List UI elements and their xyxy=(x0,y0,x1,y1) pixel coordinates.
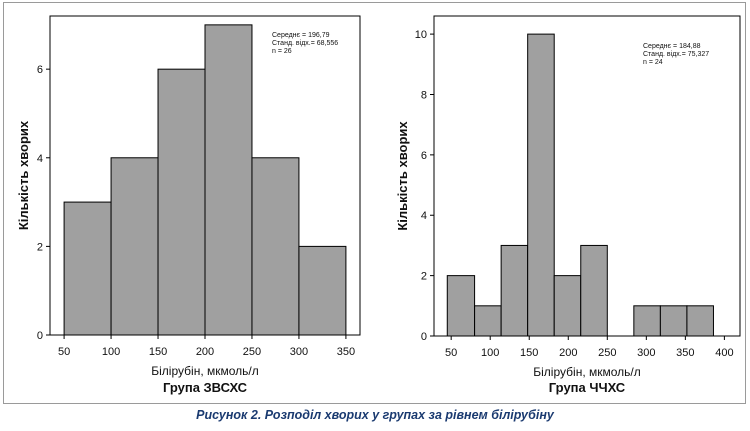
histogram-bar xyxy=(659,305,688,337)
stats-annotation: Середнє = 196,79 xyxy=(272,32,330,39)
x-tick-label: 400 xyxy=(715,347,733,359)
x-axis-label: Білірубін, мкмоль/л xyxy=(151,364,258,378)
y-tick-label: 0 xyxy=(421,331,427,343)
chart-title: Група ЧЧХС xyxy=(549,380,626,395)
stats-annotation: Станд. відх.= 68,556 xyxy=(272,39,338,47)
x-tick-label: 350 xyxy=(337,346,355,358)
x-tick-label: 100 xyxy=(481,347,499,359)
histogram-bar xyxy=(63,201,112,336)
histogram-bar xyxy=(580,244,608,337)
histogram-group-chchhs: 50 100 150 200 250 300 350 400 0 2 4 6 8 10 Білірубін,… xyxy=(395,15,741,395)
x-axis-label: Білірубін, мкмоль/л xyxy=(533,365,640,379)
stats-annotation: Середнє = 184,88 xyxy=(643,43,701,50)
x-tick-label: 150 xyxy=(520,347,538,359)
x-tick-label: 250 xyxy=(598,347,616,359)
x-tick-label: 100 xyxy=(102,346,120,358)
y-tick-label: 2 xyxy=(37,241,43,253)
x-tick-label: 200 xyxy=(559,347,577,359)
histogram-bar xyxy=(110,157,159,336)
y-tick-label: 4 xyxy=(421,210,427,222)
histogram-bar xyxy=(251,157,300,336)
x-tick-label: 50 xyxy=(445,347,457,359)
histogram-bar xyxy=(500,244,529,337)
y-tick-label: 8 xyxy=(421,89,427,101)
stats-annotation: n = 24 xyxy=(643,59,663,66)
figure-caption: Рисунок 2. Розподіл хворих у групах за р… xyxy=(196,408,554,422)
chart-title: Група ЗВСХС xyxy=(163,380,248,395)
x-tick-label: 50 xyxy=(58,346,70,358)
y-tick-label: 0 xyxy=(37,330,43,342)
x-tick-label: 250 xyxy=(243,346,261,358)
y-tick-label: 6 xyxy=(421,150,427,162)
histogram-bar xyxy=(157,68,206,336)
plot-frame xyxy=(433,15,741,337)
x-tick-label: 200 xyxy=(196,346,214,358)
histogram-bar xyxy=(446,275,476,337)
stats-annotation: Станд. відх.= 75,327 xyxy=(643,50,709,58)
y-tick-label: 6 xyxy=(37,64,43,76)
y-tick-label: 2 xyxy=(421,271,427,283)
x-tick-label: 300 xyxy=(637,347,655,359)
y-tick-label: 4 xyxy=(37,153,43,165)
y-axis-label: Кількість хворих xyxy=(16,120,31,230)
histogram-group-zvshs: 50 100 150 200 250 300 350 0 2 4 6 Білірубін, мкмол… xyxy=(16,15,361,395)
y-tick-label: 10 xyxy=(415,29,427,41)
x-tick-label: 350 xyxy=(676,347,694,359)
histogram-bar xyxy=(298,245,347,336)
histogram-bar xyxy=(686,305,714,337)
histogram-bar xyxy=(474,305,502,337)
histogram-bar xyxy=(204,24,253,336)
y-axis-label: Кількість хворих xyxy=(395,121,410,231)
stats-annotation: n = 26 xyxy=(272,48,292,55)
histogram-bar xyxy=(553,275,582,337)
histogram-bar xyxy=(633,305,661,337)
histogram-bar xyxy=(527,33,555,337)
x-tick-label: 300 xyxy=(290,346,308,358)
x-tick-label: 150 xyxy=(149,346,167,358)
